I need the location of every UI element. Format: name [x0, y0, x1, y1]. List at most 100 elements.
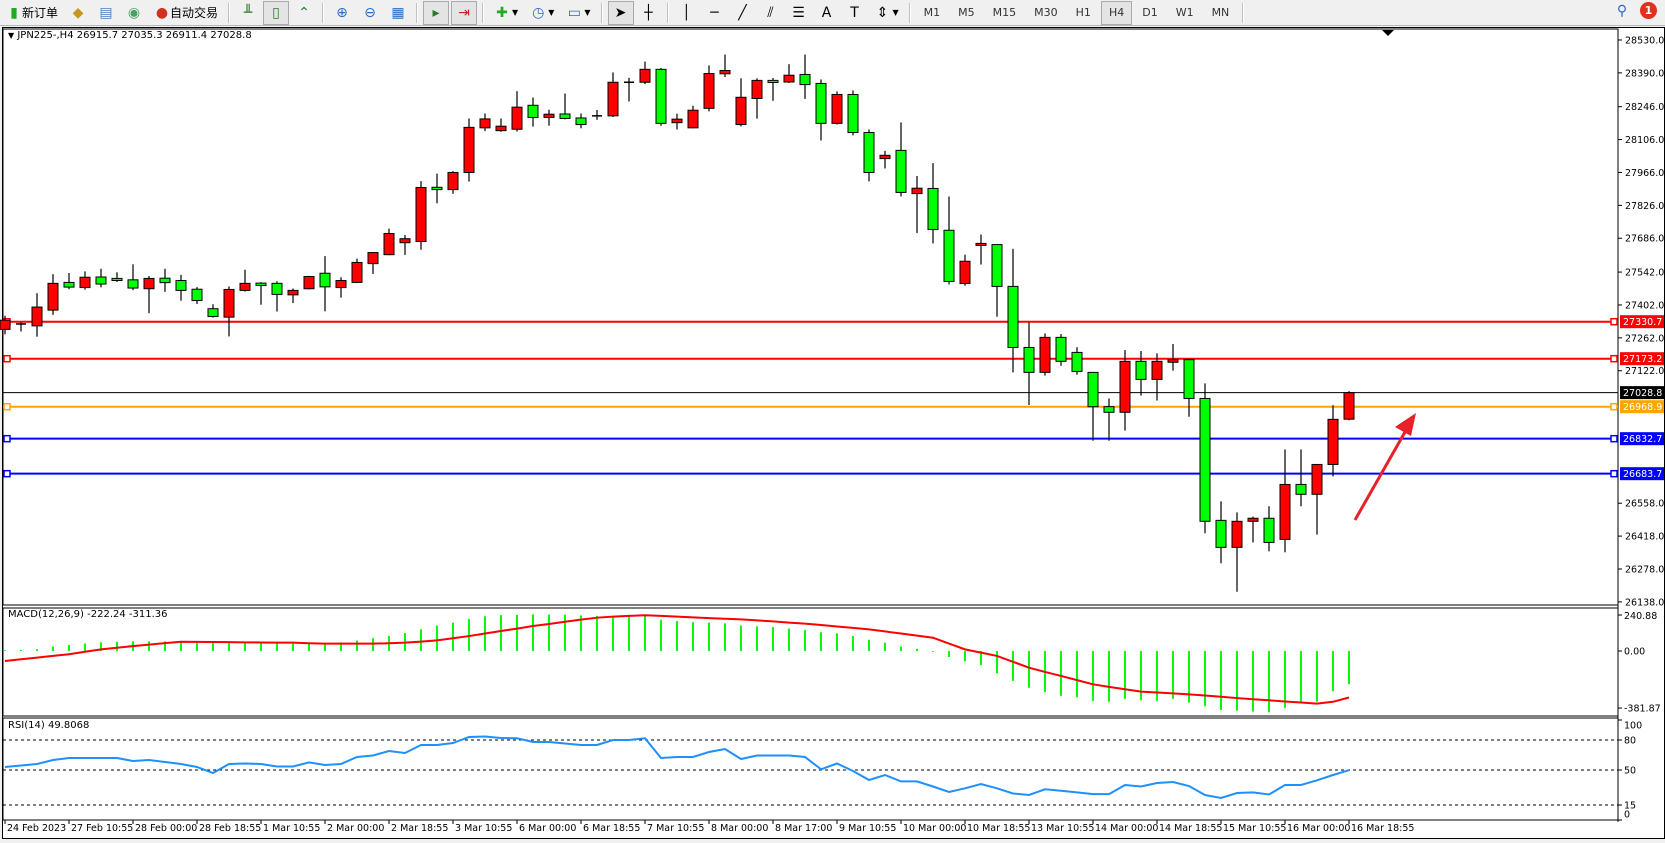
fibonacci-button[interactable]: ☰: [786, 1, 812, 25]
level-handle-right: [1610, 354, 1618, 363]
candlestick-icon: ▯: [272, 4, 280, 21]
candle-bear: [559, 113, 571, 119]
text-label-button[interactable]: T: [842, 1, 868, 25]
zoom-in-button[interactable]: ⊕: [329, 1, 355, 25]
notification-badge[interactable]: 1: [1640, 2, 1657, 19]
toolbar-separator: [908, 2, 911, 23]
candle-bull: [383, 233, 395, 256]
time-axis-label: 2 Mar 18:55: [391, 823, 448, 834]
candle-bull: [367, 252, 379, 265]
signals-button[interactable]: ◉: [121, 1, 147, 25]
candle-bear: [863, 132, 875, 173]
time-axis-label: 8 Mar 17:00: [775, 823, 832, 834]
cursor-tool-button[interactable]: ➤: [607, 0, 634, 25]
market-watch-button[interactable]: ◆: [65, 1, 91, 25]
candle-bear: [1087, 371, 1099, 408]
toolbar-separator: [322, 2, 325, 23]
trendline-button[interactable]: ╱: [730, 1, 756, 25]
autoscroll-button[interactable]: ▸: [423, 0, 450, 25]
templates-button[interactable]: ▭ ▼: [561, 1, 595, 25]
channel-icon: ⫽: [767, 4, 774, 21]
candle-bear: [207, 308, 219, 317]
candle-bear: [1215, 519, 1227, 548]
signal-icon: ◉: [127, 4, 141, 21]
candle-bear: [767, 79, 779, 83]
timeframe-w1[interactable]: W1: [1175, 6, 1194, 19]
toolbar-separator: [416, 2, 419, 23]
rsi-axis-label: 50: [1624, 766, 1636, 777]
periods-button[interactable]: ◷ ▼: [525, 1, 559, 25]
timeframe-m30[interactable]: M30: [1034, 6, 1058, 19]
arrows-icon: ⇕: [876, 4, 889, 21]
price-tick-label: 28390.0: [1625, 68, 1664, 79]
bar-chart-button[interactable]: ╨: [235, 1, 261, 25]
timeframe-m1[interactable]: M1: [923, 6, 941, 19]
chart-shift-icon: ⇥: [458, 4, 470, 21]
candle-bull: [1279, 483, 1291, 540]
candle-bull: [447, 171, 459, 191]
time-axis-label: 27 Feb 10:55: [71, 823, 133, 834]
timeframe-bar: M1 M5 M15 M30 H1 H4 D1 W1 MN: [915, 0, 1239, 25]
zoom-in-icon: ⊕: [336, 4, 348, 21]
indicators-button[interactable]: ✚ ▼: [489, 1, 523, 25]
collapse-triangle-icon[interactable]: ▼: [8, 31, 15, 40]
crosshair-tool-button[interactable]: ┼: [636, 1, 662, 25]
candle-bear: [1055, 336, 1067, 362]
candle-bear: [431, 186, 443, 191]
horizontal-line-icon: ─: [710, 4, 719, 21]
candle-bear: [655, 68, 667, 124]
timeframe-m15[interactable]: M15: [992, 6, 1017, 19]
fibonacci-icon: ☰: [792, 4, 805, 21]
candle-bear: [943, 229, 955, 282]
candlestick-chart-button[interactable]: ▯: [263, 0, 290, 25]
add-indicator-icon: ✚: [496, 4, 508, 21]
toolbar-separator: [666, 2, 669, 23]
candle-bear: [1295, 483, 1307, 495]
new-order-icon: ▮: [10, 4, 18, 21]
candle-bear: [895, 149, 907, 193]
price-tick-label: 26278.0: [1625, 564, 1664, 575]
timeframe-h4[interactable]: H4: [1100, 0, 1133, 25]
timeframe-m5[interactable]: M5: [958, 6, 975, 19]
time-axis-label: 28 Feb 00:00: [135, 823, 197, 834]
candle-bear: [991, 244, 1003, 287]
macd-axis-label: 240.88: [1624, 611, 1657, 622]
macd-axis-label: 0.00: [1624, 647, 1645, 658]
candle-bear: [1103, 406, 1115, 413]
price-tick-label: 26558.0: [1625, 499, 1664, 510]
chart-shift-button[interactable]: ⇥: [451, 0, 478, 25]
new-order-button[interactable]: ▮ 新订单: [1, 1, 63, 25]
candle-bull: [671, 118, 683, 124]
history-button[interactable]: ▤: [93, 1, 119, 25]
price-tick-label: 27826.0: [1625, 201, 1664, 212]
arrows-button[interactable]: ⇕ ▼: [870, 1, 904, 25]
timeframe-mn[interactable]: MN: [1211, 6, 1230, 19]
candle-bear: [271, 282, 283, 295]
time-axis-label: 6 Mar 00:00: [519, 823, 576, 834]
price-level-label: 27028.8: [1623, 388, 1662, 399]
zoom-out-button[interactable]: ⊖: [357, 1, 383, 25]
candle-bull: [719, 70, 731, 75]
price-tick-label: 27262.0: [1625, 333, 1664, 344]
equidistant-channel-button[interactable]: ⫽: [758, 1, 784, 25]
vertical-line-button[interactable]: │: [674, 1, 700, 25]
time-axis-label: 14 Mar 00:00: [1095, 823, 1158, 834]
timeframe-d1[interactable]: D1: [1142, 6, 1158, 19]
candle-bull: [735, 96, 747, 126]
line-chart-button[interactable]: ⌃: [291, 1, 317, 25]
timeframe-h1[interactable]: H1: [1075, 6, 1091, 19]
time-axis-label: 14 Mar 18:55: [1159, 823, 1222, 834]
price-tick-label: 27966.0: [1625, 168, 1664, 179]
chart-header: ▼ JPN225-,H4 26915.7 27035.3 26911.4 270…: [8, 30, 252, 41]
template-icon: ▭: [567, 4, 581, 21]
candle-bear: [127, 279, 139, 289]
time-axis-label: 28 Feb 18:55: [199, 823, 261, 834]
time-axis-label: 7 Mar 10:55: [647, 823, 704, 834]
tile-windows-button[interactable]: ▦: [385, 1, 411, 25]
candle-bull: [639, 68, 651, 83]
text-tool-button[interactable]: A: [814, 1, 840, 25]
horizontal-line-button[interactable]: ─: [702, 1, 728, 25]
auto-trading-button[interactable]: ● 自动交易: [155, 4, 219, 21]
search-icon[interactable]: ⚲: [1616, 2, 1628, 19]
